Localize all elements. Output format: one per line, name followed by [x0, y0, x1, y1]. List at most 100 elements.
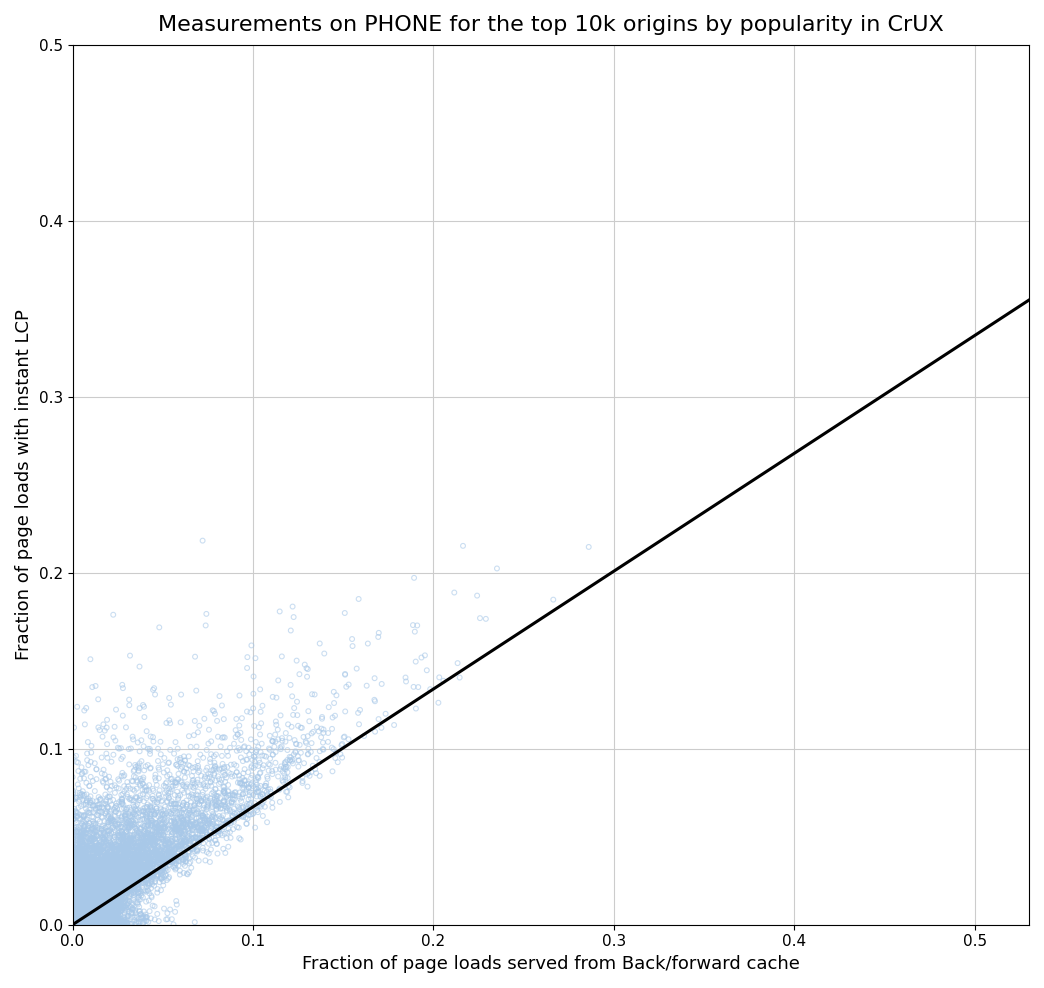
Point	[97, 913, 114, 929]
Point	[183, 819, 199, 835]
Point	[126, 853, 143, 868]
Point	[113, 862, 129, 877]
Point	[100, 905, 117, 921]
Point	[76, 892, 93, 908]
Point	[65, 916, 81, 932]
Point	[72, 909, 89, 925]
Point	[77, 875, 94, 891]
Point	[69, 904, 86, 920]
Point	[185, 842, 201, 858]
Point	[93, 843, 110, 859]
Point	[81, 898, 98, 914]
Point	[87, 886, 103, 902]
Point	[105, 913, 122, 929]
Point	[100, 871, 117, 887]
Point	[97, 873, 114, 889]
Point	[73, 878, 90, 894]
Point	[97, 886, 114, 902]
Point	[194, 810, 211, 826]
Point	[68, 891, 85, 907]
Point	[67, 889, 84, 905]
Point	[157, 810, 173, 826]
Point	[65, 892, 81, 908]
Point	[66, 907, 82, 923]
Point	[91, 910, 108, 926]
Point	[87, 887, 103, 903]
Point	[77, 874, 94, 890]
Point	[85, 896, 101, 912]
Point	[84, 914, 100, 930]
Point	[69, 912, 86, 928]
Point	[139, 850, 156, 865]
Point	[108, 892, 124, 908]
Point	[96, 912, 113, 928]
Point	[84, 855, 100, 870]
Point	[65, 914, 81, 930]
Point	[127, 845, 144, 861]
Point	[73, 911, 90, 927]
Point	[84, 864, 100, 880]
Point	[67, 895, 84, 911]
Point	[86, 901, 102, 917]
Point	[77, 896, 94, 912]
Point	[130, 805, 147, 821]
Point	[284, 689, 301, 704]
Point	[95, 892, 112, 908]
Point	[65, 876, 81, 892]
Point	[78, 911, 95, 927]
Point	[73, 907, 90, 923]
Point	[78, 914, 95, 930]
Point	[113, 768, 129, 783]
Point	[75, 893, 92, 909]
Point	[91, 916, 108, 932]
Point	[95, 891, 112, 907]
Point	[247, 734, 264, 750]
Point	[69, 870, 86, 886]
Point	[91, 892, 108, 908]
Point	[67, 909, 84, 925]
Point	[69, 890, 86, 906]
Point	[311, 754, 328, 770]
Point	[133, 787, 149, 803]
Point	[180, 823, 196, 839]
Point	[79, 872, 96, 888]
Point	[92, 900, 109, 916]
Point	[91, 856, 108, 871]
Point	[74, 899, 91, 915]
Point	[86, 885, 102, 901]
Point	[94, 916, 111, 932]
Point	[67, 916, 84, 932]
Point	[69, 913, 86, 929]
Point	[88, 888, 104, 904]
Point	[69, 905, 86, 921]
Point	[71, 892, 88, 908]
Point	[121, 831, 138, 847]
Point	[70, 912, 87, 928]
Point	[110, 875, 126, 891]
Point	[66, 916, 82, 932]
Point	[125, 885, 142, 901]
Point	[221, 813, 238, 829]
Point	[189, 753, 206, 769]
Point	[101, 881, 118, 897]
Point	[449, 655, 466, 671]
Point	[121, 820, 138, 836]
Point	[117, 872, 134, 888]
Point	[70, 887, 87, 903]
Point	[81, 907, 98, 923]
Point	[73, 827, 90, 843]
Point	[130, 872, 147, 888]
Point	[89, 900, 105, 916]
Point	[85, 915, 101, 931]
Point	[85, 908, 101, 924]
Point	[115, 853, 132, 868]
Point	[68, 908, 85, 924]
Point	[91, 914, 108, 930]
Point	[81, 865, 98, 881]
Point	[94, 871, 111, 887]
Point	[104, 812, 121, 828]
Point	[100, 856, 117, 871]
Point	[69, 914, 86, 930]
Point	[187, 779, 204, 794]
Point	[90, 907, 106, 923]
